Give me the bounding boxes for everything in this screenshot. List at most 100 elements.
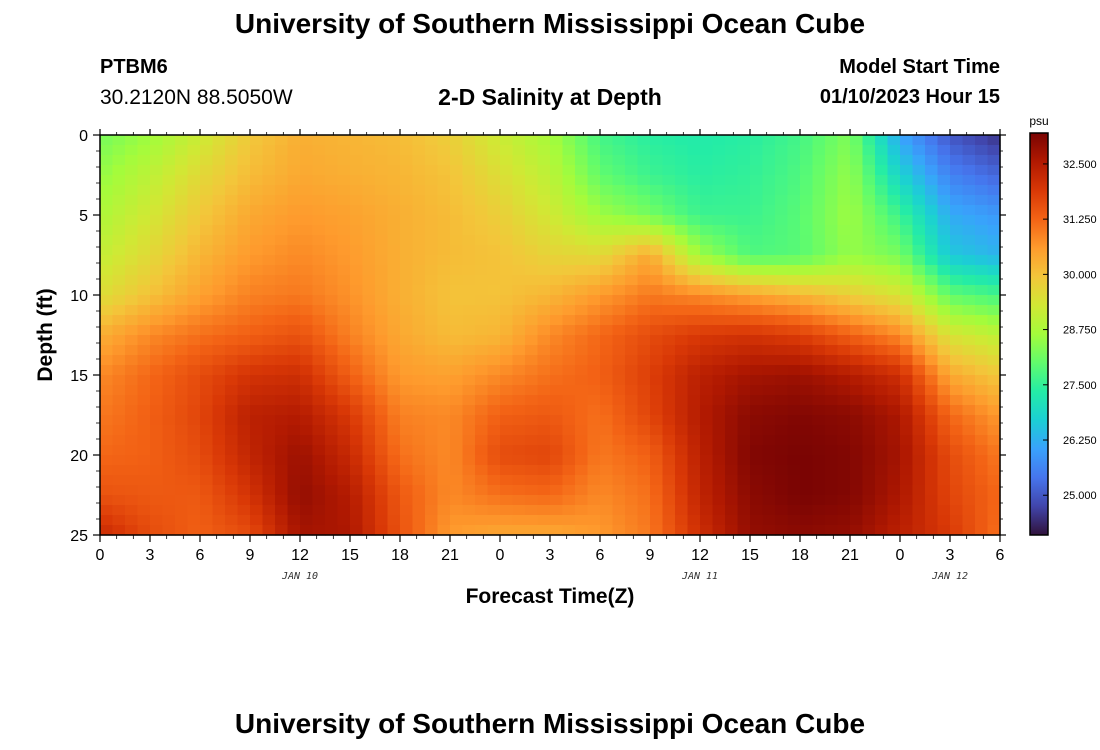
heatmap-cell [237, 355, 251, 366]
heatmap-cell [600, 445, 614, 456]
heatmap-cell [200, 375, 214, 386]
heatmap-cell [987, 245, 1001, 256]
heatmap-cell [925, 525, 939, 536]
heatmap-cell [787, 355, 801, 366]
heatmap-cell [400, 245, 414, 256]
heatmap-cell [325, 405, 339, 416]
heatmap-cell [237, 325, 251, 336]
heatmap-cell [975, 475, 989, 486]
heatmap-cell [800, 225, 814, 236]
heatmap-cell [275, 195, 289, 206]
heatmap-cell [137, 255, 151, 266]
heatmap-cell [400, 255, 414, 266]
heatmap-cells [100, 135, 1001, 536]
heatmap-cell [112, 285, 126, 296]
heatmap-cell [137, 215, 151, 226]
heatmap-cell [500, 215, 514, 226]
heatmap-cell [675, 505, 689, 516]
heatmap-cell [100, 245, 114, 256]
heatmap-cell [375, 515, 389, 526]
heatmap-cell [837, 335, 851, 346]
heatmap-cell [475, 165, 489, 176]
heatmap-cell [400, 515, 414, 526]
heatmap-cell [600, 285, 614, 296]
heatmap-cell [250, 375, 264, 386]
heatmap-cell [612, 405, 626, 416]
heatmap-cell [337, 375, 351, 386]
heatmap-cell [875, 505, 889, 516]
heatmap-cell [762, 455, 776, 466]
heatmap-cell [287, 275, 301, 286]
heatmap-cell [562, 395, 576, 406]
heatmap-cell [337, 385, 351, 396]
heatmap-cell [787, 135, 801, 146]
heatmap-cell [700, 225, 714, 236]
heatmap-cell [187, 345, 201, 356]
heatmap-cell [887, 475, 901, 486]
heatmap-cell [700, 335, 714, 346]
heatmap-cell [450, 135, 464, 146]
heatmap-cell [912, 355, 926, 366]
heatmap-cell [750, 365, 764, 376]
heatmap-cell [437, 405, 451, 416]
heatmap-cell [600, 415, 614, 426]
heatmap-cell [450, 245, 464, 256]
heatmap-cell [950, 295, 964, 306]
heatmap-cell [300, 345, 314, 356]
heatmap-cell [162, 335, 176, 346]
heatmap-cell [687, 345, 701, 356]
heatmap-cell [612, 245, 626, 256]
heatmap-cell [962, 505, 976, 516]
heatmap-cell [625, 405, 639, 416]
heatmap-cell [612, 345, 626, 356]
heatmap-cell [662, 405, 676, 416]
heatmap-cell [187, 255, 201, 266]
heatmap-cell [225, 345, 239, 356]
heatmap-cell [700, 395, 714, 406]
heatmap-cell [550, 365, 564, 376]
heatmap-cell [850, 175, 864, 186]
heatmap-cell [800, 255, 814, 266]
heatmap-cell [887, 525, 901, 536]
heatmap-cell [975, 255, 989, 266]
heatmap-cell [737, 255, 751, 266]
heatmap-cell [462, 295, 476, 306]
heatmap-cell [362, 335, 376, 346]
heatmap-cell [287, 355, 301, 366]
heatmap-cell [662, 275, 676, 286]
heatmap-cell [125, 435, 139, 446]
heatmap-cell [562, 505, 576, 516]
heatmap-cell [775, 375, 789, 386]
heatmap-cell [575, 395, 589, 406]
heatmap-cell [475, 265, 489, 276]
heatmap-cell [912, 345, 926, 356]
heatmap-cell [175, 135, 189, 146]
heatmap-cell [750, 355, 764, 366]
heatmap-cell [962, 275, 976, 286]
heatmap-cell [900, 135, 914, 146]
heatmap-cell [862, 315, 876, 326]
heatmap-cell [700, 235, 714, 246]
heatmap-cell [325, 135, 339, 146]
heatmap-cell [650, 195, 664, 206]
heatmap-cell [337, 185, 351, 196]
heatmap-cell [387, 435, 401, 446]
heatmap-cell [912, 135, 926, 146]
heatmap-cell [975, 505, 989, 516]
heatmap-cell [275, 515, 289, 526]
heatmap-cell [650, 225, 664, 236]
heatmap-cell [425, 155, 439, 166]
heatmap-cell [700, 135, 714, 146]
heatmap-cell [737, 245, 751, 256]
heatmap-cell [925, 175, 939, 186]
heatmap-cell [725, 365, 739, 376]
heatmap-cell [425, 135, 439, 146]
heatmap-cell [262, 485, 276, 496]
heatmap-cell [500, 285, 514, 296]
heatmap-cell [400, 475, 414, 486]
heatmap-cell [262, 375, 276, 386]
heatmap-cell [200, 485, 214, 496]
heatmap-cell [762, 445, 776, 456]
heatmap-cell [387, 275, 401, 286]
heatmap-cell [975, 315, 989, 326]
